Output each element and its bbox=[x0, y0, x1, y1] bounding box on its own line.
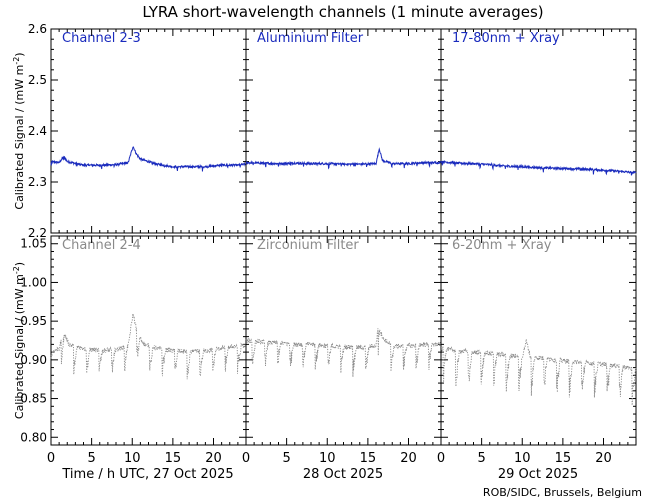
x-tick-label: 10 bbox=[514, 451, 531, 466]
x-tick-label: 5 bbox=[282, 451, 290, 466]
panel-label: Channel 2-3 bbox=[62, 31, 141, 46]
x-axis-day-label: 29 Oct 2025 bbox=[498, 467, 578, 482]
panel-frame bbox=[50, 235, 247, 446]
panel-frame bbox=[50, 28, 247, 234]
y-tick-label: 1.00 bbox=[20, 275, 47, 289]
series-line bbox=[245, 328, 442, 377]
x-tick-label: 20 bbox=[400, 451, 417, 466]
panel-label: Zirconium Filter bbox=[257, 238, 359, 253]
y-tick-label: 0.90 bbox=[20, 353, 47, 367]
panel-frame bbox=[440, 28, 637, 234]
x-tick-label: 20 bbox=[205, 451, 222, 466]
x-tick-label: 15 bbox=[165, 451, 182, 466]
y-axis-label: Calibrated Signal / (mW m-2) bbox=[12, 52, 26, 209]
series-line bbox=[440, 160, 637, 176]
x-tick-label: 5 bbox=[477, 451, 485, 466]
x-axis-day-label: 28 Oct 2025 bbox=[303, 467, 383, 482]
y-tick-label: 1.05 bbox=[20, 237, 47, 251]
y-tick-label: 2.4 bbox=[28, 124, 47, 138]
x-tick-label: 10 bbox=[319, 451, 336, 466]
panel-label: 17-80nm + Xray bbox=[452, 31, 560, 46]
x-tick-label: 20 bbox=[595, 451, 612, 466]
chart-credit: ROB/SIDC, Brussels, Belgium bbox=[483, 486, 642, 499]
x-tick-label: 15 bbox=[360, 451, 377, 466]
y-tick-label: 2.3 bbox=[28, 175, 47, 189]
series-line bbox=[50, 146, 247, 172]
series-line bbox=[245, 147, 442, 170]
chart-title: LYRA short-wavelength channels (1 minute… bbox=[142, 3, 543, 21]
x-tick-label: 0 bbox=[47, 451, 55, 466]
y-tick-label: 2.5 bbox=[28, 73, 47, 87]
y-tick-label: 0.85 bbox=[20, 392, 47, 406]
y-axis-label: Calibrated Signal / (mW m-2) bbox=[12, 262, 26, 419]
x-tick-label: 15 bbox=[555, 451, 572, 466]
x-tick-label: 0 bbox=[242, 451, 250, 466]
series-line bbox=[50, 313, 247, 380]
series-line bbox=[440, 339, 637, 406]
panel-label: 6-20nm + Xray bbox=[452, 238, 552, 253]
x-tick-label: 5 bbox=[87, 451, 95, 466]
y-tick-label: 0.80 bbox=[20, 430, 47, 444]
x-axis-day-label: Time / h UTC, 27 Oct 2025 bbox=[61, 467, 233, 482]
x-tick-label: 10 bbox=[124, 451, 141, 466]
y-tick-label: 2.6 bbox=[28, 22, 47, 36]
y-tick-label: 0.95 bbox=[20, 314, 47, 328]
panel-label: Channel 2-4 bbox=[62, 238, 141, 253]
panel-label: Aluminium Filter bbox=[257, 31, 364, 46]
y-tick-label: 2.2 bbox=[28, 226, 47, 240]
panel-frame bbox=[245, 235, 442, 446]
panel-frame bbox=[440, 235, 637, 446]
panel-frame bbox=[245, 28, 442, 234]
x-tick-label: 0 bbox=[437, 451, 445, 466]
